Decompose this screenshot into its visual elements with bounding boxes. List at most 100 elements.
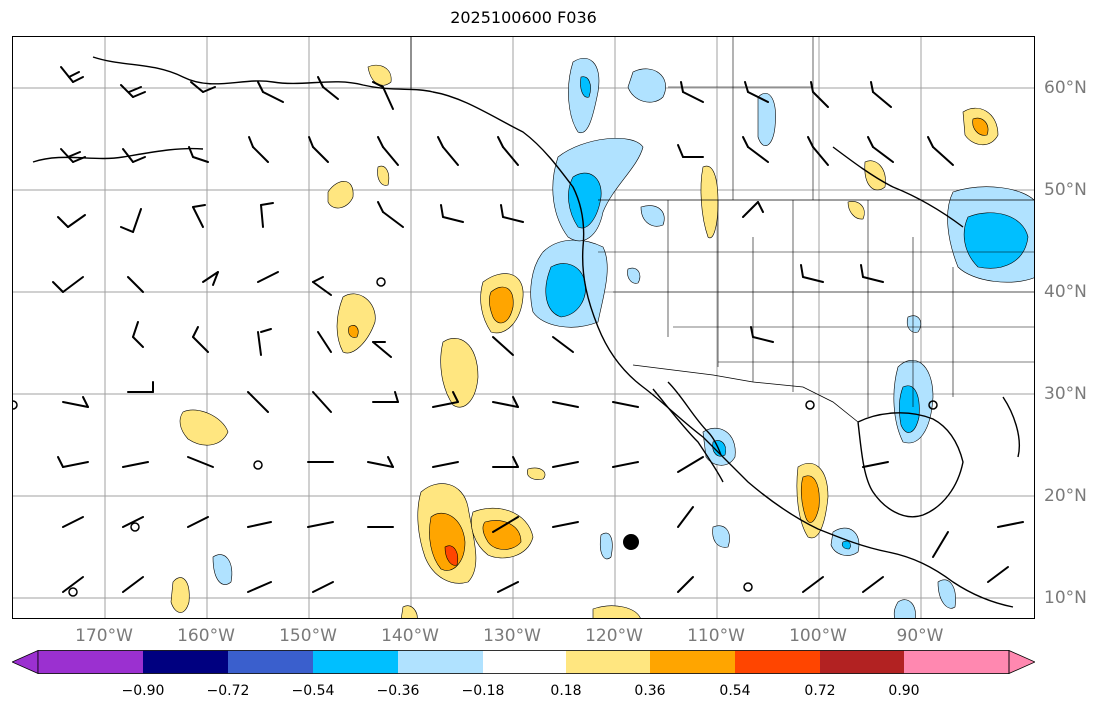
- neg-region-hudson: [757, 92, 776, 146]
- wind-barb: [122, 461, 149, 468]
- baja-peninsula: [667, 381, 722, 456]
- colorbar-segment: [735, 650, 820, 674]
- pos-region-hawaii-n: [336, 293, 376, 354]
- wind-barb: [440, 204, 464, 223]
- calm-circle: [130, 522, 140, 532]
- wind-barb: [247, 521, 272, 528]
- wind-barb: [497, 581, 519, 593]
- map-canvas: [13, 37, 1034, 618]
- wind-barb: [62, 516, 84, 528]
- neg-region-cen-am: [937, 579, 956, 609]
- pos-region-idaho: [700, 165, 719, 239]
- bering-coast: [32, 147, 204, 163]
- wind-barb: [372, 81, 394, 110]
- wind-barb: [257, 81, 284, 103]
- neg-region-mid-pac: [600, 532, 613, 560]
- colorbar-extend-min: [12, 650, 39, 674]
- neg-core-pnw: [545, 263, 586, 318]
- wind-barb: [120, 208, 142, 233]
- neg-region-ca-small: [893, 599, 916, 618]
- wind-barb: [677, 144, 704, 158]
- pos-core-hudsonbay: [972, 117, 989, 136]
- wind-barb: [247, 391, 269, 413]
- pos-region-equator-small: [527, 467, 546, 480]
- wind-barb: [497, 136, 519, 166]
- wind-barb: [800, 264, 824, 283]
- wind-barb: [742, 136, 769, 163]
- pos-region-gulfak: [367, 64, 392, 86]
- colorbar-tick: 0.36: [634, 683, 666, 699]
- colorbar-segment: [313, 650, 398, 674]
- pos-region-nd-small: [847, 201, 865, 220]
- neg-core-bc: [568, 172, 602, 229]
- calm-circles: [13, 277, 938, 597]
- lat-label-30n: 30°N: [1044, 384, 1087, 404]
- colorbar-tick: −0.18: [461, 683, 505, 699]
- wind-barb: [372, 341, 392, 358]
- wind-barb: [60, 66, 84, 83]
- colorbar-tick: −0.72: [206, 683, 250, 699]
- colorbar: [12, 650, 1035, 674]
- wind-barb: [192, 204, 206, 228]
- lon-label-90w: 90°W: [896, 626, 944, 646]
- lon-label-120w: 120°W: [585, 626, 643, 646]
- boundaries: [410, 37, 1034, 423]
- wind-barbs: [52, 66, 1024, 593]
- wind-barb: [377, 201, 404, 228]
- storm-marker: [623, 534, 639, 550]
- wind-barb: [312, 276, 332, 296]
- neg-region-yukon: [627, 68, 666, 103]
- colorbar-segment: [820, 650, 904, 674]
- colorbar-tick: −0.36: [376, 683, 420, 699]
- pos-core-hawaii-n: [348, 325, 359, 338]
- wind-barb: [132, 321, 144, 348]
- wind-barb: [188, 146, 209, 163]
- pos-region-eq: [592, 605, 641, 618]
- pos-high-tropical-a: [444, 545, 458, 566]
- wind-barb: [317, 76, 339, 100]
- neg-core-gulf: [898, 385, 920, 433]
- lat-label-60n: 60°N: [1044, 78, 1087, 98]
- lat-label-10n: 10°N: [1044, 588, 1087, 608]
- wind-barb: [52, 276, 84, 293]
- wind-barb: [862, 576, 884, 593]
- wind-barb: [927, 136, 954, 166]
- wind-barb: [122, 148, 146, 163]
- calm-circle: [805, 400, 815, 410]
- wind-barb: [122, 576, 144, 593]
- wind-barb: [57, 456, 89, 468]
- wind-barb: [202, 271, 219, 286]
- colorbar-segment: [650, 650, 735, 674]
- colorbar-tick: 0.54: [719, 683, 751, 699]
- colorbar-segment: [904, 650, 1009, 674]
- wind-barb: [257, 328, 272, 356]
- colorbar-segment: [228, 650, 313, 674]
- wind-barb: [62, 576, 84, 593]
- pos-core-oregon-off: [488, 286, 514, 324]
- alaska-coast: [92, 56, 1014, 608]
- lon-label-170w: 170°W: [75, 626, 133, 646]
- lon-label-150w: 150°W: [279, 626, 337, 646]
- colorbar-segment: [38, 650, 143, 674]
- graticule: [13, 37, 1034, 618]
- pos-region-bc-small: [377, 165, 390, 186]
- wind-barb: [127, 276, 144, 293]
- us-state-lines: [598, 200, 1034, 417]
- calm-circle: [928, 400, 938, 410]
- wind-barb: [260, 202, 274, 228]
- lat-label-50n: 50°N: [1044, 180, 1087, 200]
- calm-circle: [68, 587, 78, 597]
- pos-region-eq-2: [401, 605, 418, 618]
- hudson-coast: [832, 146, 964, 228]
- wind-barb: [677, 506, 694, 528]
- wind-barb: [492, 456, 519, 468]
- wind-barb: [552, 521, 579, 528]
- neg-region-ontario: [906, 315, 922, 333]
- pos-region-midpac: [179, 409, 229, 446]
- wind-barb: [437, 136, 459, 166]
- colorbar-tick: 0.18: [550, 683, 582, 699]
- wind-barb: [680, 81, 704, 103]
- colorbar-extend-max: [1008, 650, 1035, 674]
- neg-core-alaska: [580, 76, 591, 98]
- calm-circle: [253, 460, 263, 470]
